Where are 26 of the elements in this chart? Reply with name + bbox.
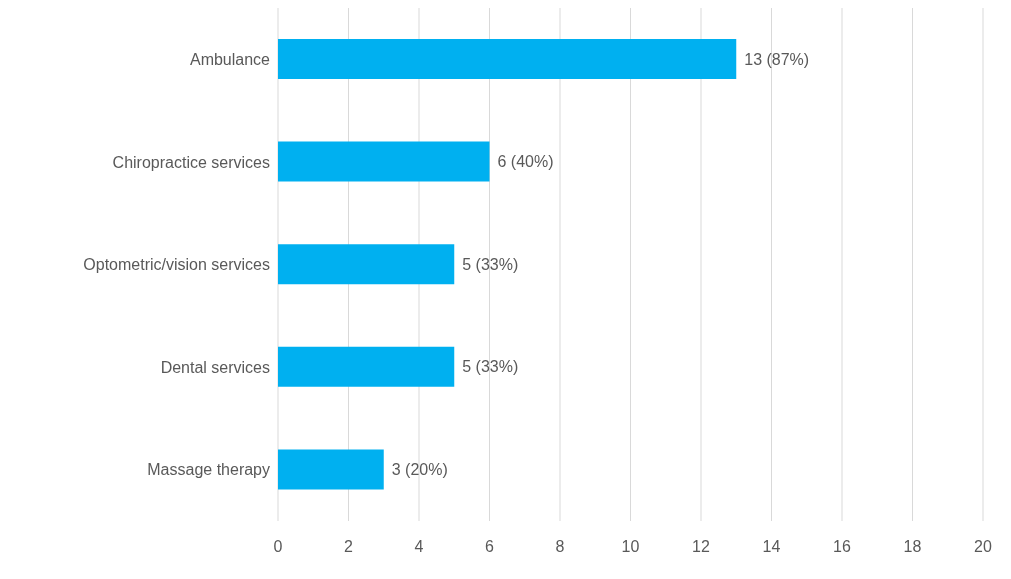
x-tick-label: 18 — [903, 538, 922, 556]
bar — [278, 346, 455, 387]
x-tick-label: 0 — [273, 538, 283, 556]
x-tick-label: 16 — [833, 538, 851, 556]
x-tick-label: 10 — [621, 538, 640, 556]
x-tick-label: 8 — [555, 538, 565, 556]
data-label: 5 (33%) — [462, 255, 519, 273]
bar — [278, 39, 737, 79]
x-tick-label: 6 — [485, 538, 495, 556]
x-tick-label: 12 — [692, 538, 710, 556]
data-label: 5 (33%) — [462, 358, 519, 376]
x-tick-label: 4 — [414, 538, 424, 556]
y-tick-label: Massage therapy — [147, 461, 270, 479]
y-tick-label: Optometric/vision services — [83, 256, 270, 274]
data-label: 3 (20%) — [391, 461, 448, 479]
x-tick-label: 2 — [344, 538, 354, 556]
y-tick-label: Dental services — [160, 358, 270, 376]
x-tick-label: 14 — [762, 538, 781, 556]
x-tick-label: 20 — [974, 538, 992, 556]
bar — [278, 244, 455, 285]
y-tick-label: Chiropractice services — [112, 153, 270, 171]
y-tick-label: Ambulance — [189, 50, 271, 68]
data-label: 6 (40%) — [497, 153, 554, 171]
bar — [278, 449, 384, 490]
data-label: 13 (87%) — [744, 50, 810, 68]
bar — [278, 141, 490, 182]
